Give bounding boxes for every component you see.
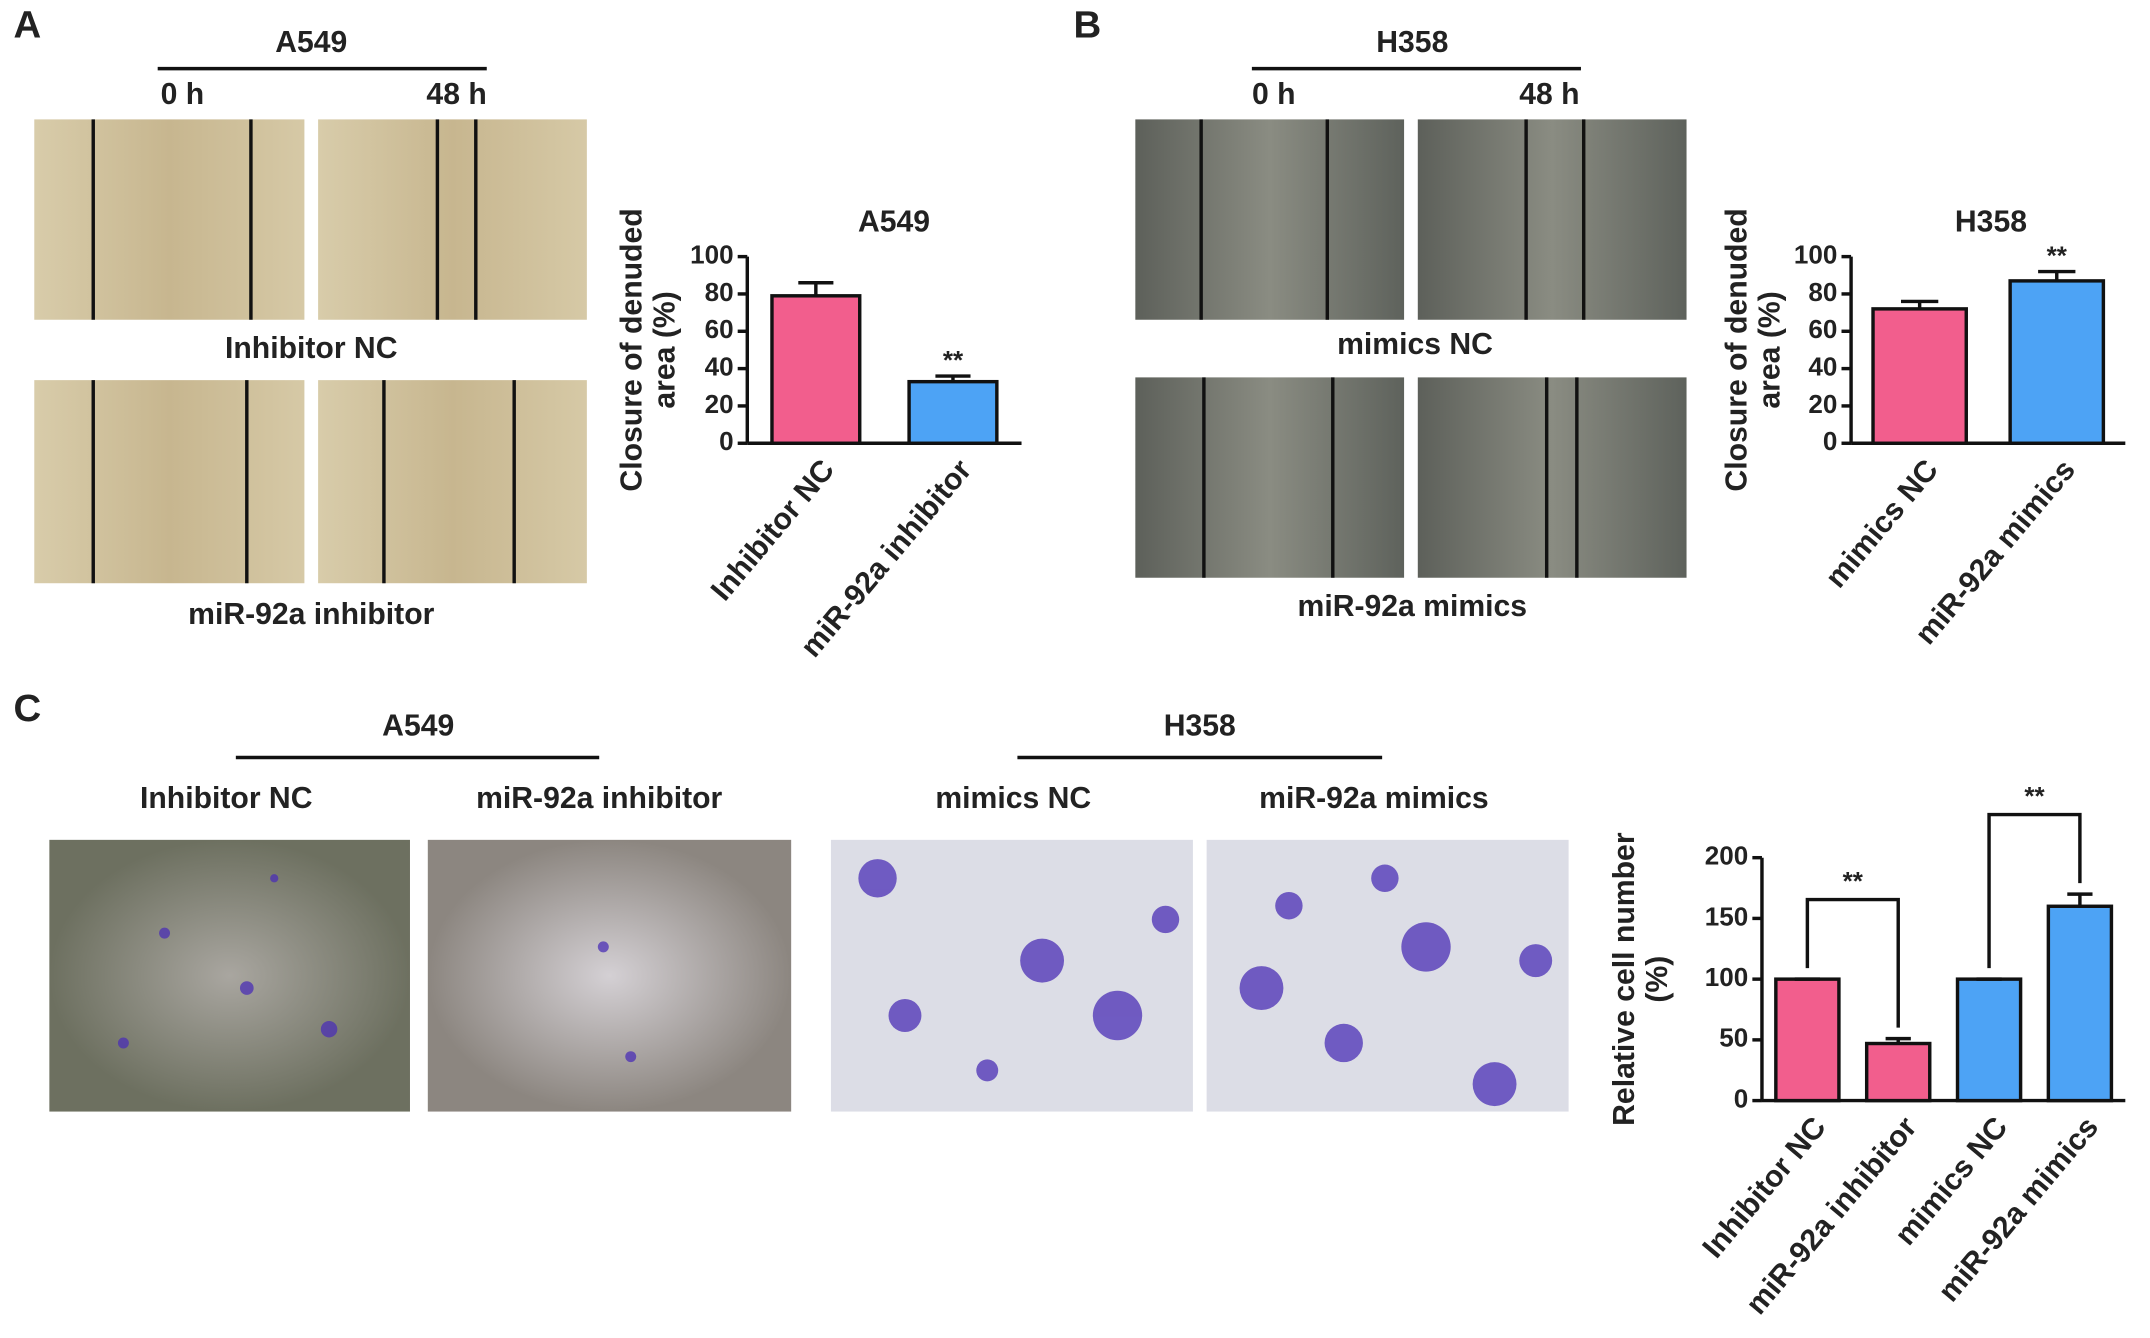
y-axis-label: Relative cell number	[1608, 832, 1641, 1126]
y-axis-label: Closure of denuded	[615, 208, 648, 491]
row-label: Inhibitor NC	[225, 332, 397, 365]
transwell-images	[49, 839, 1569, 1112]
y-tick-label: 80	[705, 277, 734, 307]
y-tick-label: 150	[1705, 901, 1748, 931]
wound-images	[34, 119, 1687, 584]
time-label: 48 h	[426, 78, 486, 111]
bar	[907, 379, 999, 445]
cell-line: A549	[275, 26, 347, 59]
row-label: mimics NC	[1337, 328, 1493, 361]
y-tick-label: 0	[1734, 1083, 1748, 1113]
error-bar	[798, 281, 834, 296]
significance: **	[943, 345, 964, 375]
bar	[2046, 904, 2114, 1103]
time-label: 0 h	[161, 78, 205, 111]
y-axis-label: area (%)	[1754, 291, 1787, 408]
y-tick-label: 20	[705, 389, 734, 419]
x-tick-label: Inhibitor NC	[705, 454, 841, 607]
y-tick-label: 60	[705, 314, 734, 344]
chart-title: H358	[1955, 206, 2027, 239]
header-lines	[157, 66, 1581, 760]
y-tick-label: 40	[1808, 351, 1837, 381]
error-bar	[1900, 299, 1939, 309]
image-label: miR-92a mimics	[1259, 782, 1489, 815]
error-bar	[2067, 892, 2093, 907]
bar	[1955, 977, 2023, 1103]
x-tick-label: miR-92a inhibitor	[1740, 1111, 1924, 1321]
group-title: H358	[1164, 709, 1236, 742]
bar	[2008, 279, 2106, 445]
cell-line: H358	[1376, 26, 1448, 59]
y-axis-label: area (%)	[648, 291, 681, 408]
panel-label: C	[14, 687, 42, 730]
y-tick-label: 40	[705, 351, 734, 381]
x-tick-label: mimics NC	[1819, 454, 1944, 595]
bar	[1864, 1041, 1932, 1103]
y-tick-label: 100	[690, 240, 733, 270]
y-tick-label: 50	[1719, 1023, 1748, 1053]
significance: **	[1843, 866, 1864, 896]
error-bar	[2038, 269, 2076, 281]
image-label: mimics NC	[935, 782, 1091, 815]
group-title: A549	[382, 709, 454, 742]
bar	[1774, 977, 1841, 1103]
time-label: 0 h	[1252, 78, 1296, 111]
x-tick-label: miR-92a mimics	[1932, 1111, 2105, 1308]
y-tick-label: 200	[1705, 841, 1748, 871]
y-axis-label: Closure of denuded	[1721, 208, 1754, 491]
chart-title: A549	[858, 206, 930, 239]
y-tick-label: 0	[719, 426, 733, 456]
significance: **	[2024, 781, 2045, 811]
panel-label: B	[1073, 4, 1101, 47]
y-tick-label: 60	[1808, 314, 1837, 344]
image-label: Inhibitor NC	[140, 782, 312, 815]
significance-bracket	[1805, 897, 1900, 1028]
y-tick-label: 0	[1823, 426, 1837, 456]
panel-label: A	[14, 4, 42, 47]
image-label: miR-92a inhibitor	[476, 782, 722, 815]
significance: **	[2047, 241, 2068, 271]
significance-bracket	[1987, 812, 2082, 969]
y-tick-label: 20	[1808, 389, 1837, 419]
bar	[1871, 307, 1968, 445]
y-axis-label: (%)	[1641, 956, 1674, 1003]
y-tick-label: 100	[1705, 962, 1748, 992]
error-bar	[1885, 1036, 1911, 1044]
row-label: miR-92a mimics	[1298, 590, 1528, 623]
y-tick-label: 100	[1794, 240, 1837, 270]
bar	[770, 294, 862, 445]
row-label: miR-92a inhibitor	[188, 598, 434, 631]
time-label: 48 h	[1519, 78, 1579, 111]
y-tick-label: 80	[1808, 277, 1837, 307]
error-bar	[935, 374, 971, 382]
